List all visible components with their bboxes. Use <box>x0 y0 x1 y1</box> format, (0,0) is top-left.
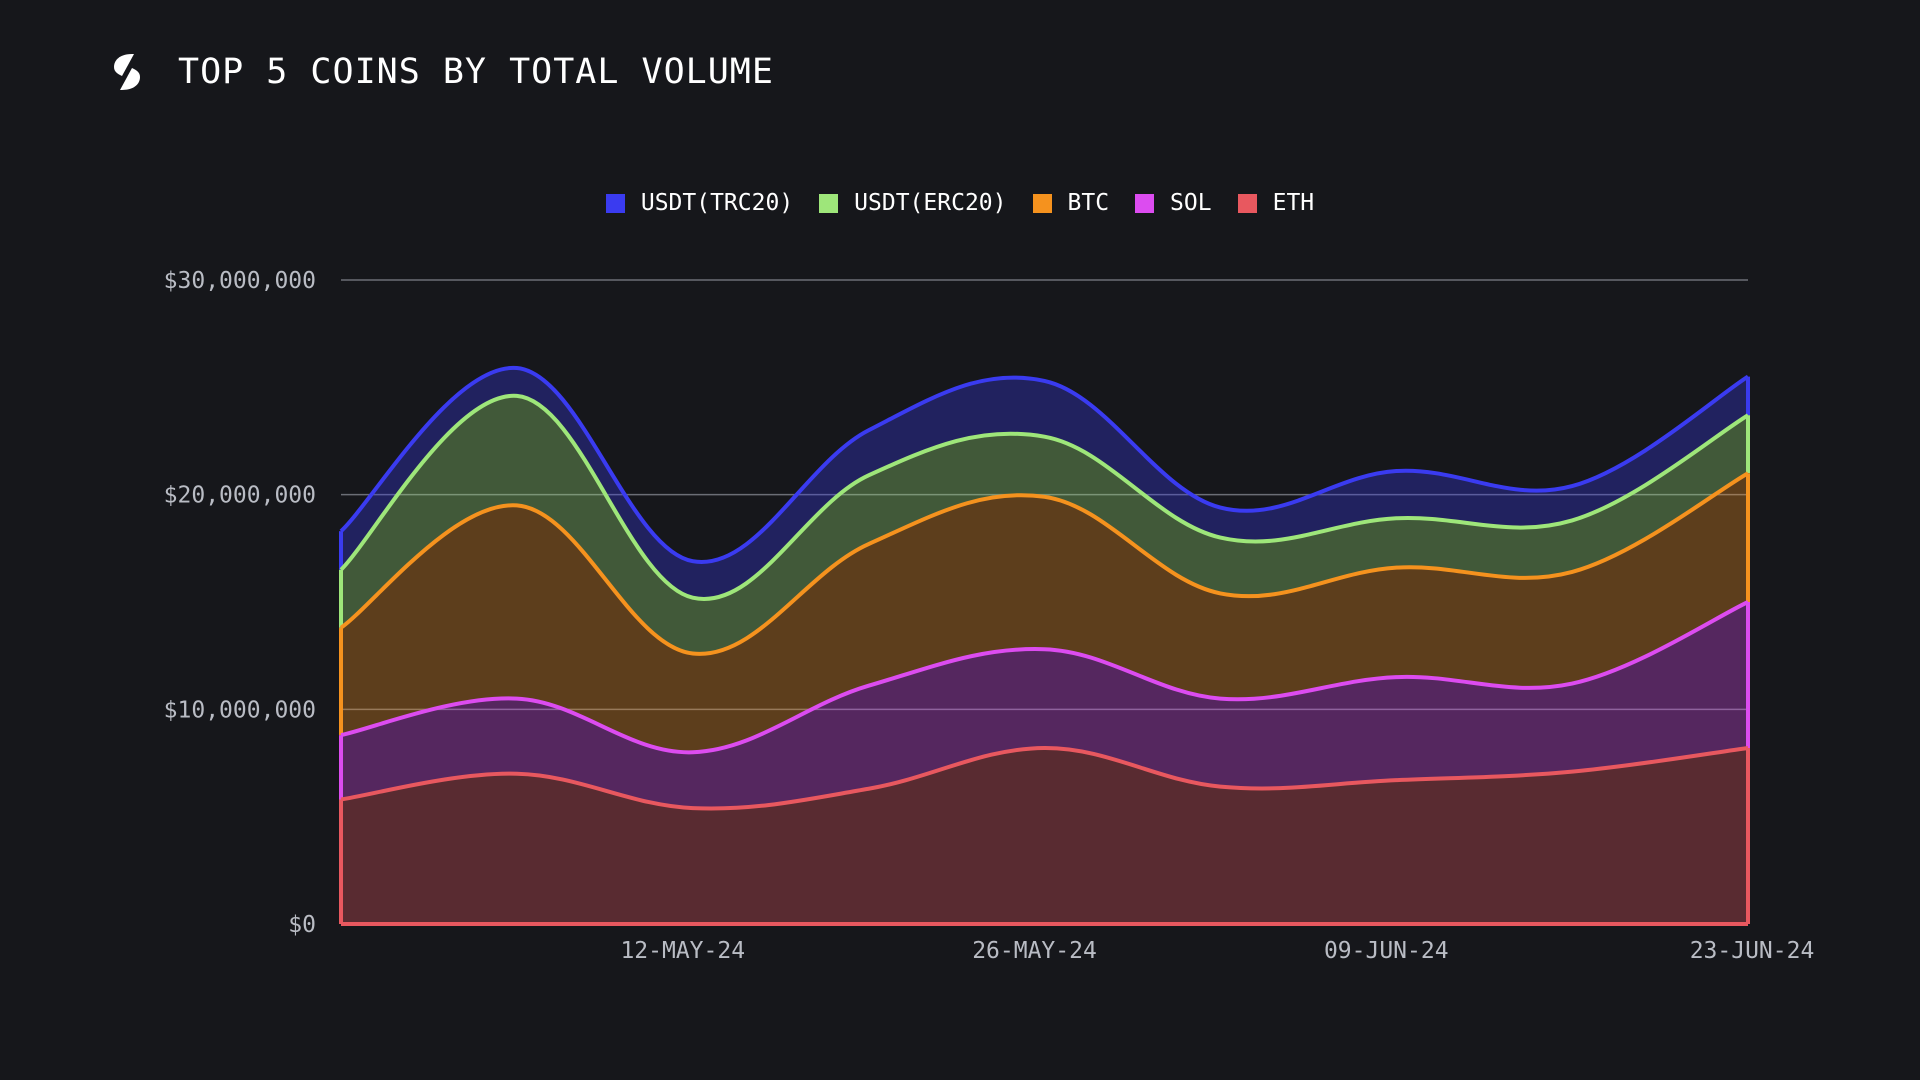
legend-item-btc[interactable]: BTC <box>1032 190 1110 216</box>
legend-swatch-btc <box>1032 193 1052 213</box>
chart-header: TOP 5 COINS BY TOTAL VOLUME <box>110 52 774 92</box>
area-btc <box>341 473 1748 753</box>
legend-swatch-usdt-erc20 <box>819 193 839 213</box>
x-tick-label: 26-MAY-24 <box>972 938 1097 964</box>
legend-item-usdt-trc20[interactable]: USDT(TRC20) <box>605 190 794 216</box>
legend-swatch-usdt-trc20 <box>605 193 625 213</box>
legend-label-btc: BTC <box>1067 190 1110 216</box>
line-usdt-erc20 <box>339 393 1750 601</box>
legend-label-usdt-trc20: USDT(TRC20) <box>640 190 794 216</box>
y-tick-label: $10,000,000 <box>164 697 316 723</box>
x-tick-label: 12-MAY-24 <box>620 938 745 964</box>
y-tick-label: $30,000,000 <box>164 268 316 294</box>
line-eth <box>340 745 1749 811</box>
legend-item-usdt-erc20[interactable]: USDT(ERC20) <box>819 190 1007 216</box>
y-tick-label: $20,000,000 <box>164 483 316 509</box>
legend-swatch-eth <box>1237 193 1257 213</box>
legend-item-eth[interactable]: ETH <box>1237 190 1315 216</box>
line-usdt-trc20 <box>339 365 1750 564</box>
legend-label-eth: ETH <box>1272 190 1315 216</box>
legend-item-sol[interactable]: SOL <box>1135 190 1212 216</box>
legend-swatch-sol <box>1135 193 1155 213</box>
area-usdt-trc20 <box>341 367 1748 600</box>
x-tick-label: 23-JUN-24 <box>1690 938 1815 964</box>
chart-title: TOP 5 COINS BY TOTAL VOLUME <box>178 52 774 92</box>
y-tick-label: $0 <box>288 912 316 938</box>
legend-label-sol: SOL <box>1170 190 1212 216</box>
legend-label-usdt-erc20: USDT(ERC20) <box>854 190 1007 216</box>
line-btc <box>339 471 1749 656</box>
area-sol <box>341 602 1748 809</box>
chart-legend: USDT(TRC20) USDT(ERC20) BTC SOL ETH <box>0 190 1920 216</box>
area-eth <box>341 747 1748 924</box>
logo-icon <box>114 54 140 90</box>
line-sol <box>340 600 1749 755</box>
x-tick-label: 09-JUN-24 <box>1324 938 1449 964</box>
